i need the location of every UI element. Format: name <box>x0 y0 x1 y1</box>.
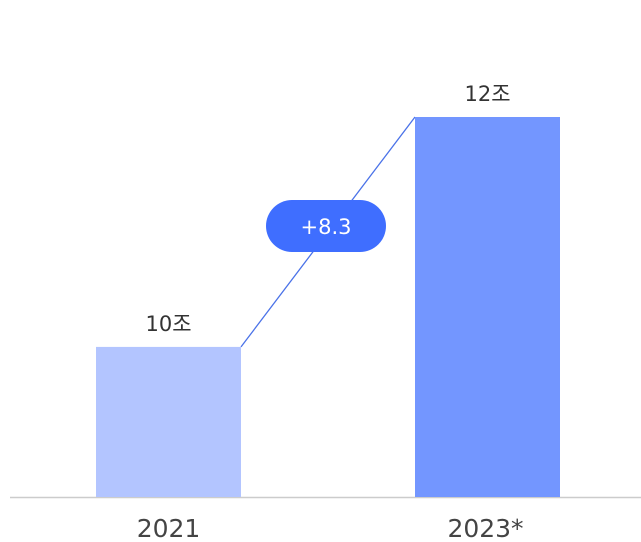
growth-badge-text: +8.3 <box>301 215 352 239</box>
growth-badge: +8.3 <box>266 200 386 252</box>
value-label-2021: 10조 <box>145 312 191 336</box>
bar-2021 <box>96 346 241 497</box>
bar-2023 <box>415 117 560 497</box>
value-label-2023: 12조 <box>464 82 510 106</box>
growth-badge-pill <box>266 200 386 252</box>
x-tick-label-2021: 2021 <box>137 514 201 542</box>
x-tick-label-2023: 2023* <box>447 514 523 542</box>
